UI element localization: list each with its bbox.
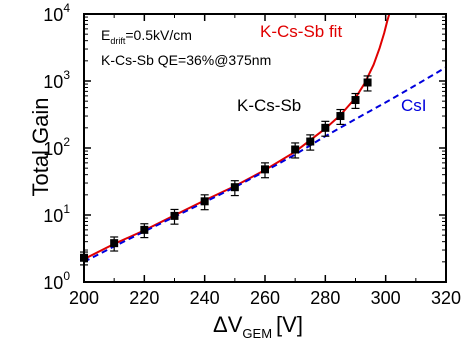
y-axis-title: Total Gain bbox=[28, 97, 53, 196]
data-point bbox=[336, 108, 345, 126]
edrift-annotation: Edrift=0.5kV/cm bbox=[101, 27, 192, 46]
point-marker bbox=[306, 137, 315, 146]
point-marker bbox=[351, 96, 360, 105]
point-marker bbox=[261, 165, 269, 174]
y-tick-label: 103 bbox=[43, 68, 70, 92]
y-tick-label: 104 bbox=[43, 1, 70, 25]
data-point bbox=[230, 180, 239, 197]
data-point bbox=[170, 208, 179, 225]
point-marker bbox=[200, 197, 209, 206]
x-tick-label: 240 bbox=[190, 288, 220, 308]
x-tick-label: 320 bbox=[431, 288, 461, 308]
x-tick-label: 300 bbox=[371, 288, 401, 308]
csi-label: CsI bbox=[401, 96, 427, 115]
data-point bbox=[261, 162, 269, 179]
point-marker bbox=[230, 183, 239, 192]
data-point bbox=[306, 134, 315, 151]
x-tick-label: 220 bbox=[129, 288, 159, 308]
point-marker bbox=[110, 239, 119, 248]
series-line-1 bbox=[84, 14, 391, 260]
point-marker bbox=[363, 78, 372, 87]
point-marker bbox=[140, 225, 149, 234]
x-tick-label: 200 bbox=[69, 288, 99, 308]
qe-annotation: K-Cs-Sb QE=36%@375nm bbox=[101, 52, 271, 68]
data-point bbox=[363, 75, 372, 92]
data-point bbox=[110, 236, 119, 252]
data-point bbox=[200, 194, 209, 211]
y-tick-label: 100 bbox=[43, 269, 70, 293]
data-point bbox=[351, 92, 360, 109]
kcssb-points-label: K-Cs-Sb bbox=[237, 96, 301, 115]
data-point bbox=[140, 223, 149, 239]
x-tick-label: 280 bbox=[310, 288, 340, 308]
kcssb-fit-label: K-Cs-Sb fit bbox=[260, 22, 342, 41]
point-marker bbox=[170, 211, 179, 220]
data-point bbox=[321, 120, 330, 137]
x-tick-label: 260 bbox=[250, 288, 280, 308]
x-axis-title: ΔVGEM [V] bbox=[213, 312, 303, 341]
point-marker bbox=[291, 145, 300, 154]
data-point bbox=[291, 142, 300, 159]
series-layer bbox=[80, 14, 446, 266]
point-marker bbox=[336, 112, 345, 121]
y-tick-label: 101 bbox=[43, 202, 70, 226]
point-marker bbox=[321, 123, 330, 132]
